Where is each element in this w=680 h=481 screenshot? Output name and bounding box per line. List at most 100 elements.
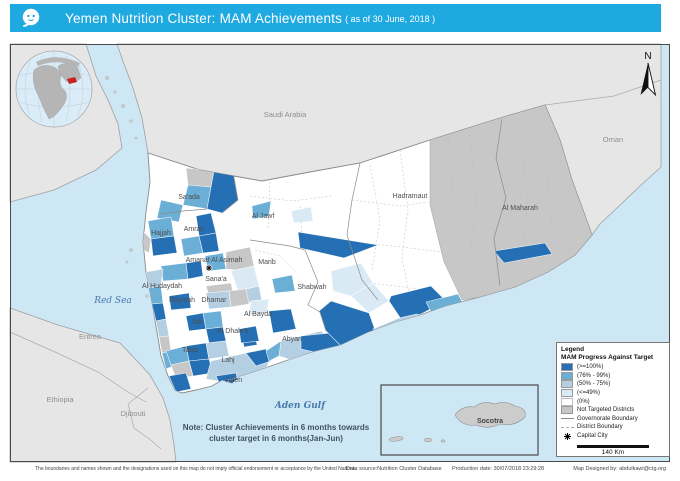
legend-item: (<=49%) <box>561 389 665 398</box>
governorate-label-marib: Marib <box>258 259 276 266</box>
district-c1 <box>268 308 297 334</box>
district-c1 <box>245 348 272 367</box>
governorate-label-sa-ada: Sa'ada <box>178 194 200 201</box>
legend-swatch <box>561 432 574 441</box>
globe-africa <box>32 65 67 120</box>
legend-item: Capital City <box>561 432 665 441</box>
governorate-label-taizz: Taizz <box>182 347 198 354</box>
title-bar: Yemen Nutrition Cluster: MAM Achievement… <box>10 4 661 32</box>
governorate-label-al-maharah: Al Maharah <box>502 205 538 212</box>
governorate-label-al-dhale-e: Al Dhale'e <box>217 328 249 335</box>
district-c1 <box>297 231 380 259</box>
legend-item: (0%) <box>561 397 665 406</box>
scale-bar <box>577 445 649 448</box>
scale-label: 140 Km <box>601 448 625 456</box>
governorate-label-al-bayda: Al Bayda <box>244 311 272 318</box>
governorate-label-ibb: Ibb <box>192 319 202 326</box>
legend-item-label: (0%) <box>577 398 590 405</box>
districts <box>143 167 553 393</box>
district-boundaries <box>249 127 553 299</box>
legend-item-label: (76% - 99%) <box>577 372 611 379</box>
footer-designer: Map Designed by: abdulkawi@ctg.org <box>573 466 666 472</box>
footer-data-source: Data source:Nutrition Cluster Database <box>346 466 442 472</box>
district-c2 <box>251 200 272 220</box>
governorate-label-abyan: Abyan <box>282 336 302 343</box>
islet <box>423 437 433 443</box>
district-nt <box>228 288 250 308</box>
globe-yemen-highlight <box>67 77 77 84</box>
sea-label-red-sea: Red Sea <box>93 296 132 306</box>
legend-swatch <box>561 371 573 380</box>
district-c2 <box>271 274 296 294</box>
sea-labels: Red Sea Aden Gulf <box>93 296 327 411</box>
sea-label-aden-gulf: Aden Gulf <box>274 401 327 411</box>
globe-eurasia <box>36 57 80 67</box>
north-arrow-icon: N <box>640 51 657 97</box>
country-label-ethiopia: Ethiopia <box>46 395 74 404</box>
district-c1 <box>168 372 192 393</box>
legend-item-label: (50% - 75%) <box>577 381 611 388</box>
socotra-inset: Socotra <box>380 384 539 456</box>
yemen-districts-layer <box>143 105 592 393</box>
legend: Legend MAM Progress Against Target (>=10… <box>556 342 670 457</box>
legend-swatch <box>561 363 573 372</box>
country-label-saudi-arabia: Saudi Arabia <box>264 110 307 119</box>
legend-item-label: Governorate Boundary <box>577 415 638 422</box>
legend-subtitle: MAM Progress Against Target <box>561 354 654 361</box>
globe-inset-icon <box>15 50 93 128</box>
country-label-eritrea: Eritrea <box>79 332 102 341</box>
legend-swatch <box>561 418 574 420</box>
legend-item-label: Not Targeted Districts <box>577 407 635 414</box>
district-c3 <box>205 340 230 360</box>
country-label-oman: Oman <box>603 135 623 144</box>
governorate-label-dhamar: Dhamar <box>202 297 228 304</box>
red-sea-islands <box>105 76 149 298</box>
map-note: Note: Cluster Achievements in 6 months t… <box>183 423 370 443</box>
governorate-label-raymah: Raymah <box>169 297 195 304</box>
legend-item-label: (<=49%) <box>577 390 601 397</box>
legend-swatch <box>561 380 573 389</box>
district-c1 <box>168 292 192 311</box>
district-c1 <box>493 242 553 264</box>
legend-item: (50% - 75%) <box>561 380 665 389</box>
page-subtitle: ( as of 30 June, 2018 ) <box>345 14 436 24</box>
legend-items: (>=100%) (76% - 99%) (50% - 75%) (<=49%) (0%… <box>561 363 665 440</box>
district-c1 <box>150 235 178 257</box>
ethiopia-djibouti-border <box>127 387 162 450</box>
map-frame <box>10 44 670 462</box>
legend-item: District Boundary <box>561 423 665 432</box>
district-c1 <box>185 260 204 280</box>
district-c1 <box>388 285 447 320</box>
governorate-label-al-jawf: Al Jawf <box>252 213 275 220</box>
nutrition-cluster-logo-icon <box>22 8 40 27</box>
note-line-1: Note: Cluster Achievements in 6 months t… <box>183 423 370 432</box>
footer-production-date: Production date: 30/07/2018 23:29:28 <box>452 466 545 472</box>
district-c0 <box>188 328 210 346</box>
north-label: N <box>644 51 651 62</box>
district-c1 <box>238 325 260 344</box>
legend-swatch <box>561 397 573 406</box>
governorate-labels: Sa'ada Al Jawf Hadramaut Al Maharah Hajjah Am… <box>142 193 538 384</box>
legend-item: Governorate Boundary <box>561 415 665 424</box>
legend-title: Legend <box>561 346 585 353</box>
district-c4 <box>248 298 270 316</box>
governorate-boundaries <box>159 118 507 332</box>
legend-item-label: Capital City <box>577 433 608 440</box>
legend-item-label: (>=100%) <box>577 364 604 371</box>
socotra-label: Socotra <box>477 418 503 425</box>
governorate-label-amanat-al-asimah: Amanat Al Asimah <box>186 257 243 264</box>
governorate-label-hadramaut: Hadramaut <box>393 193 428 200</box>
socotra-island <box>454 402 526 428</box>
eritrea-ethiopia-border <box>9 331 147 403</box>
legend-swatch <box>561 406 573 415</box>
page-title: Yemen Nutrition Cluster: MAM Achievement… <box>65 10 343 26</box>
district-c2 <box>202 310 224 330</box>
country-labels: Saudi Arabia Oman Eritrea Ethiopia Djibouti <box>46 110 623 418</box>
governorate-label-aden: Aden <box>226 377 242 384</box>
governorate-label-sana-a: Sana'a <box>205 276 227 283</box>
governorate-label-hajjah: Hajjah <box>151 230 171 237</box>
district-c2 <box>160 262 189 282</box>
islet <box>440 439 446 443</box>
islet <box>388 436 404 442</box>
legend-item-label: District Boundary <box>577 424 623 431</box>
